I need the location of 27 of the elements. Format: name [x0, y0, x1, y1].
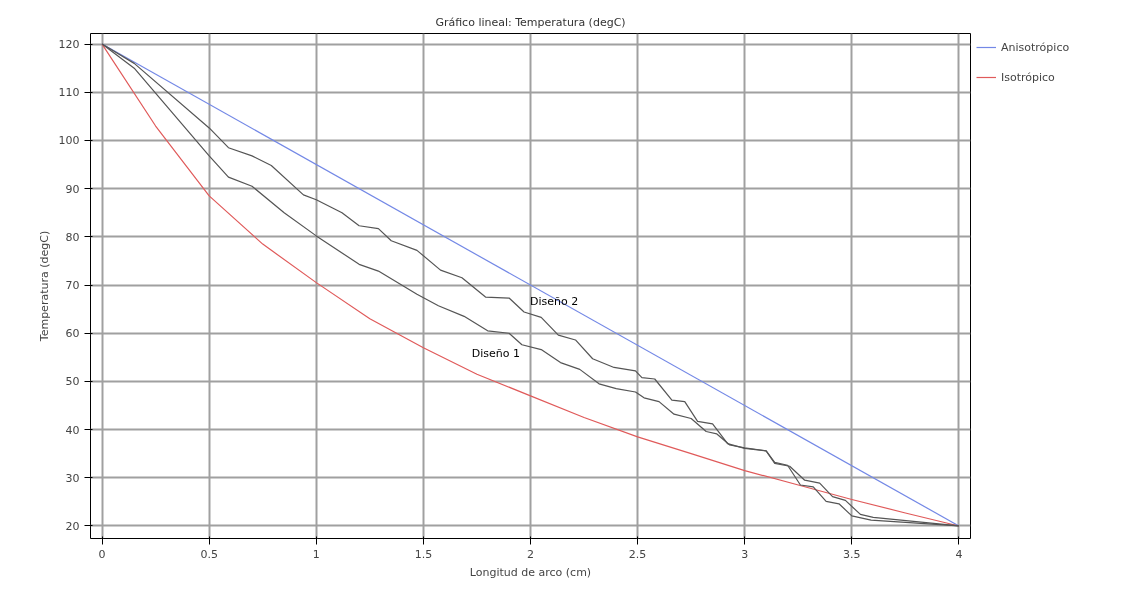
series-label: Diseño 1	[471, 346, 520, 360]
x-tick-label: 2.5	[628, 547, 647, 561]
x-tick-label: 2	[527, 547, 534, 561]
y-tick-label: 80	[65, 230, 80, 244]
y-tick-label: 110	[58, 86, 80, 100]
y-tick-label: 40	[65, 423, 80, 437]
y-axis-title: Temperatura (degC)	[37, 230, 51, 343]
y-tick-label: 30	[65, 471, 80, 485]
x-tick-label: 1	[312, 547, 320, 561]
x-tick-label: 0	[98, 547, 106, 561]
y-tick-label: 50	[65, 375, 80, 389]
legend-label: Isotrópico	[1001, 70, 1055, 84]
y-tick-label: 20	[65, 519, 80, 533]
x-tick-label: 0.5	[200, 547, 218, 561]
series-label: Diseño 2	[530, 295, 579, 309]
y-tick-label: 90	[65, 182, 80, 196]
x-axis-title: Longitud de arco (cm)	[469, 565, 592, 579]
y-tick-label: 100	[58, 134, 80, 148]
y-tick-label: 70	[65, 279, 80, 293]
y-tick-label: 60	[65, 327, 80, 341]
legend-label: Anisotrópico	[1001, 40, 1070, 54]
x-tick-label: 1.5	[414, 547, 433, 561]
x-tick-label: 3	[741, 547, 749, 561]
y-tick-label: 120	[58, 38, 80, 52]
x-tick-label: 4	[955, 547, 963, 561]
chart-title: Gráfico lineal: Temperatura (degC)	[435, 15, 626, 29]
x-tick-label: 3.5	[843, 547, 861, 561]
